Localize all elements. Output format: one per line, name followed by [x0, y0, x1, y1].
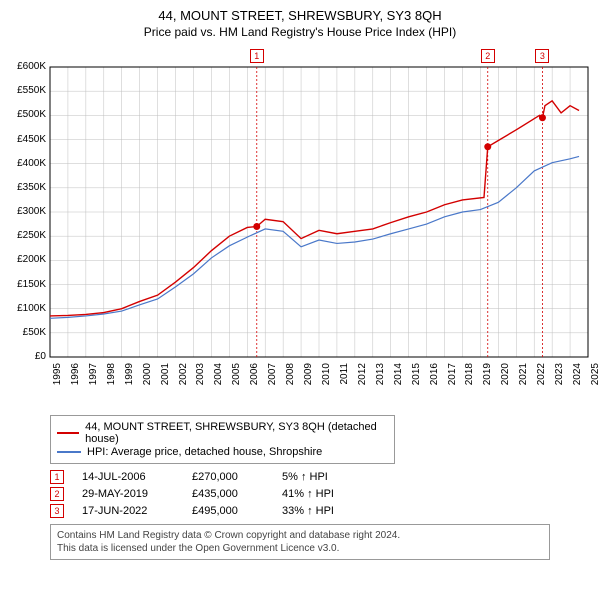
- x-tick-label: 2008: [285, 363, 296, 393]
- x-tick-label: 2022: [536, 363, 547, 393]
- y-tick-label: £100K: [8, 303, 46, 314]
- x-tick-label: 2010: [321, 363, 332, 393]
- y-tick-label: £150K: [8, 279, 46, 290]
- transaction-row: 2 29-MAY-2019£435,00041% ↑ HPI: [50, 487, 592, 501]
- y-tick-label: £300K: [8, 206, 46, 217]
- tx-date: 17-JUN-2022: [82, 505, 192, 517]
- x-tick-label: 1997: [88, 363, 99, 393]
- y-tick-label: £0: [8, 351, 46, 362]
- legend-label: HPI: Average price, detached house, Shro…: [87, 446, 322, 458]
- x-tick-label: 2004: [213, 363, 224, 393]
- y-tick-label: £50K: [8, 327, 46, 338]
- x-tick-label: 1998: [106, 363, 117, 393]
- y-tick-label: £550K: [8, 85, 46, 96]
- y-tick-label: £200K: [8, 254, 46, 265]
- x-tick-label: 2025: [590, 363, 600, 393]
- x-tick-label: 2018: [464, 363, 475, 393]
- tx-date: 29-MAY-2019: [82, 488, 192, 500]
- x-tick-label: 2009: [303, 363, 314, 393]
- x-tick-label: 2024: [572, 363, 583, 393]
- tx-pct: 5% ↑ HPI: [282, 471, 382, 483]
- footer-line1: Contains HM Land Registry data © Crown c…: [57, 529, 543, 542]
- tx-price: £270,000: [192, 471, 282, 483]
- tx-marker: 2: [50, 487, 64, 501]
- chart-svg: [8, 47, 592, 407]
- x-tick-label: 2003: [195, 363, 206, 393]
- tx-marker: 1: [50, 470, 64, 484]
- tx-date: 14-JUL-2006: [82, 471, 192, 483]
- x-tick-label: 2015: [411, 363, 422, 393]
- x-tick-label: 2013: [375, 363, 386, 393]
- x-tick-label: 1999: [124, 363, 135, 393]
- tx-pct: 33% ↑ HPI: [282, 505, 382, 517]
- x-tick-label: 1995: [52, 363, 63, 393]
- x-tick-label: 2020: [500, 363, 511, 393]
- x-tick-label: 1996: [70, 363, 81, 393]
- footer-line2: This data is licensed under the Open Gov…: [57, 542, 543, 555]
- legend-label: 44, MOUNT STREET, SHREWSBURY, SY3 8QH (d…: [85, 421, 388, 445]
- transaction-row: 3 17-JUN-2022£495,00033% ↑ HPI: [50, 504, 592, 518]
- x-tick-label: 2017: [447, 363, 458, 393]
- x-tick-label: 2012: [357, 363, 368, 393]
- tx-marker: 3: [50, 504, 64, 518]
- x-tick-label: 2000: [142, 363, 153, 393]
- legend-item: 44, MOUNT STREET, SHREWSBURY, SY3 8QH (d…: [57, 421, 388, 445]
- x-tick-label: 2005: [231, 363, 242, 393]
- page-title: 44, MOUNT STREET, SHREWSBURY, SY3 8QH: [8, 8, 592, 23]
- chart-marker-1: 1: [250, 49, 264, 63]
- chart-marker-3: 3: [535, 49, 549, 63]
- x-tick-label: 2016: [429, 363, 440, 393]
- legend: 44, MOUNT STREET, SHREWSBURY, SY3 8QH (d…: [50, 415, 395, 464]
- x-tick-label: 2014: [393, 363, 404, 393]
- x-tick-label: 2019: [482, 363, 493, 393]
- transaction-row: 1 14-JUL-2006£270,0005% ↑ HPI: [50, 470, 592, 484]
- chart-marker-2: 2: [481, 49, 495, 63]
- footer-note: Contains HM Land Registry data © Crown c…: [50, 524, 550, 560]
- price-chart: £0 £50K £100K £150K £200K £250K £300K £350K £400…: [8, 47, 592, 407]
- y-tick-label: £400K: [8, 158, 46, 169]
- tx-pct: 41% ↑ HPI: [282, 488, 382, 500]
- y-tick-label: £350K: [8, 182, 46, 193]
- x-tick-label: 2001: [160, 363, 171, 393]
- x-tick-label: 2021: [518, 363, 529, 393]
- legend-swatch: [57, 432, 79, 434]
- y-tick-label: £600K: [8, 61, 46, 72]
- legend-swatch: [57, 451, 81, 453]
- x-tick-label: 2023: [554, 363, 565, 393]
- transactions-table: 1 14-JUL-2006£270,0005% ↑ HPI 2 29-MAY-2019…: [50, 470, 592, 518]
- x-tick-label: 2007: [267, 363, 278, 393]
- tx-price: £495,000: [192, 505, 282, 517]
- tx-price: £435,000: [192, 488, 282, 500]
- y-tick-label: £250K: [8, 230, 46, 241]
- y-tick-label: £500K: [8, 109, 46, 120]
- page-subtitle: Price paid vs. HM Land Registry's House …: [8, 25, 592, 39]
- x-tick-label: 2002: [178, 363, 189, 393]
- legend-item: HPI: Average price, detached house, Shro…: [57, 446, 388, 458]
- x-tick-label: 2011: [339, 363, 350, 393]
- x-tick-label: 2006: [249, 363, 260, 393]
- y-tick-label: £450K: [8, 134, 46, 145]
